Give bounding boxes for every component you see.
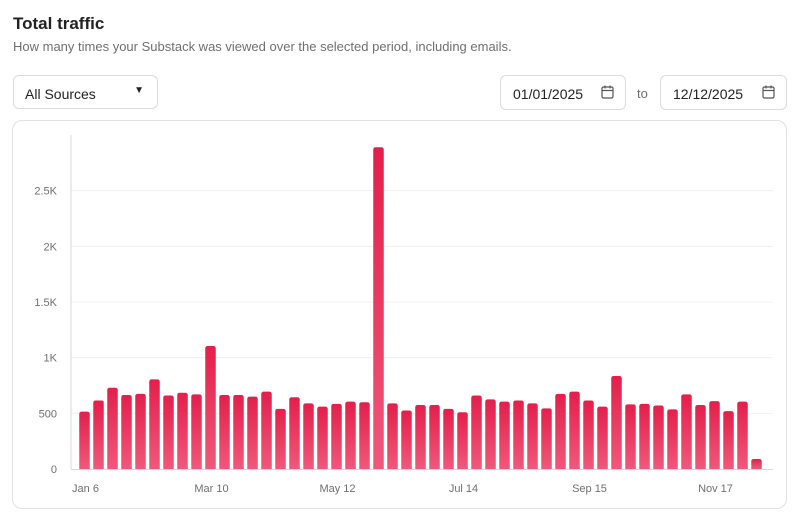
start-date-value: 01/01/2025 <box>513 86 584 102</box>
bar <box>359 402 370 469</box>
page-subtitle: How many times your Substack was viewed … <box>13 39 512 54</box>
bar <box>191 394 202 469</box>
end-date-value: 12/12/2025 <box>673 86 744 102</box>
y-tick-label: 1K <box>44 353 58 365</box>
bar <box>79 411 90 469</box>
y-tick-label: 0 <box>51 464 57 476</box>
y-tick-label: 2K <box>44 241 58 253</box>
calendar-icon[interactable] <box>601 85 614 99</box>
bar <box>177 392 188 469</box>
bar <box>737 401 748 469</box>
bar <box>597 406 608 469</box>
x-tick-label: Mar 10 <box>194 483 228 495</box>
caret-down-icon: ▼ <box>134 85 144 96</box>
date-range-separator: to <box>637 86 648 101</box>
bar <box>303 403 314 469</box>
bar <box>289 397 300 469</box>
bar <box>373 147 384 469</box>
bar <box>331 403 342 469</box>
bar <box>653 405 664 469</box>
bar <box>443 408 454 469</box>
source-dropdown[interactable]: All Sources ▼ <box>13 75 158 109</box>
bar <box>233 394 244 469</box>
bar <box>401 410 412 469</box>
calendar-icon[interactable] <box>762 85 775 99</box>
source-dropdown-label: All Sources <box>25 86 96 102</box>
bar <box>569 391 580 469</box>
bar <box>457 412 468 469</box>
bar <box>751 458 762 469</box>
bar <box>527 403 538 469</box>
bar <box>317 406 328 469</box>
bar <box>471 395 482 469</box>
x-tick-label: Jan 6 <box>72 483 99 495</box>
bar <box>205 345 216 469</box>
bar <box>499 401 510 469</box>
bar <box>149 379 160 469</box>
bar <box>639 403 650 469</box>
bar <box>695 404 706 469</box>
bar <box>709 401 720 469</box>
bar <box>611 376 622 469</box>
bar <box>163 395 174 469</box>
x-tick-label: May 12 <box>319 483 355 495</box>
bar <box>275 408 286 469</box>
bar <box>667 409 678 469</box>
bar <box>135 393 146 469</box>
bar <box>261 391 272 469</box>
bar <box>681 394 692 469</box>
bar <box>723 411 734 469</box>
y-tick-label: 500 <box>39 408 57 420</box>
y-tick-label: 1.5K <box>34 297 57 309</box>
x-tick-label: Jul 14 <box>449 483 478 495</box>
bar <box>219 394 230 469</box>
traffic-bar-chart: 0 500 1K 1.5K 2K 2.5K Jan 6 Mar 10 May 12 Jul 14 S… <box>34 135 773 495</box>
bar <box>429 404 440 469</box>
bar <box>625 404 636 469</box>
bar <box>555 393 566 469</box>
bar <box>583 400 594 469</box>
bar <box>121 394 132 469</box>
page-title: Total traffic <box>13 14 105 33</box>
start-date-input[interactable]: 01/01/2025 <box>500 75 626 110</box>
bar <box>513 400 524 469</box>
end-date-input[interactable]: 12/12/2025 <box>660 75 787 110</box>
bar <box>93 400 104 469</box>
bar <box>415 404 426 469</box>
bar <box>107 387 118 469</box>
x-tick-label: Sep 15 <box>572 483 607 495</box>
bar <box>541 408 552 469</box>
bar <box>387 403 398 469</box>
bar <box>345 401 356 469</box>
chart-card: 0 500 1K 1.5K 2K 2.5K Jan 6 Mar 10 May 12 Jul 14 S… <box>12 120 787 509</box>
bar <box>485 399 496 469</box>
y-tick-label: 2.5K <box>34 186 57 198</box>
bar <box>247 396 258 469</box>
x-tick-label: Nov 17 <box>698 483 733 495</box>
